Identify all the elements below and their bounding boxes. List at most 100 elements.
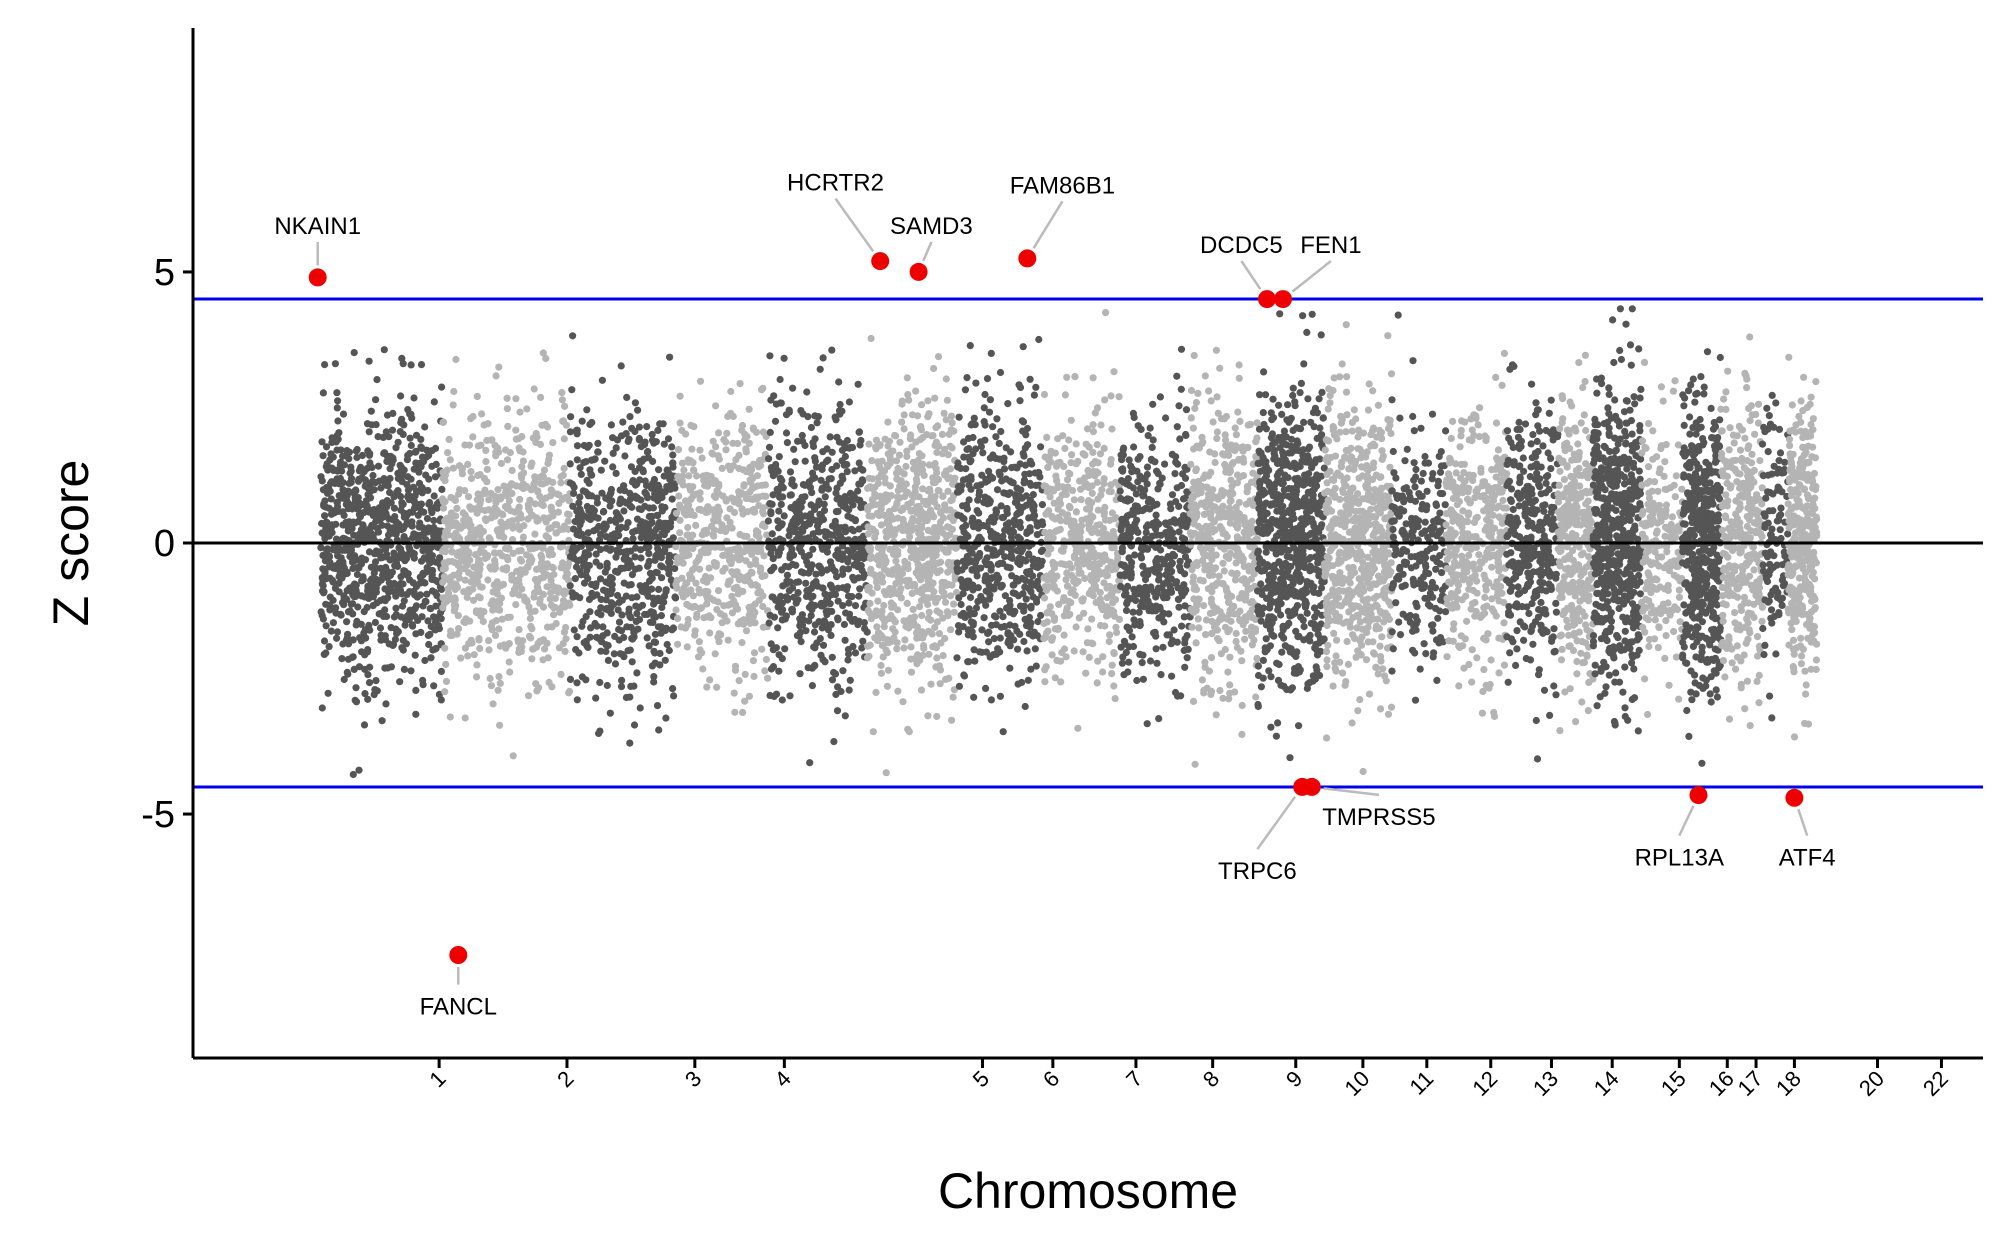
data-point xyxy=(832,525,840,534)
data-point xyxy=(1097,491,1105,499)
data-point xyxy=(404,486,412,494)
data-point xyxy=(1049,514,1057,522)
data-point xyxy=(832,551,840,559)
data-point xyxy=(449,464,457,472)
data-point xyxy=(794,589,802,597)
data-point xyxy=(807,423,816,432)
data-point xyxy=(756,568,765,576)
data-point xyxy=(407,410,415,418)
data-point xyxy=(1096,450,1105,458)
data-point xyxy=(1089,460,1097,468)
data-point xyxy=(1085,505,1094,514)
data-point xyxy=(652,438,660,446)
data-point xyxy=(1072,548,1081,556)
data-point xyxy=(1110,368,1118,376)
data-point xyxy=(560,435,568,443)
data-point xyxy=(907,668,916,676)
data-point xyxy=(936,666,945,674)
data-point xyxy=(487,489,495,497)
data-point xyxy=(683,600,691,609)
data-point xyxy=(515,645,523,653)
data-point xyxy=(713,683,721,691)
data-point xyxy=(392,592,400,600)
data-point xyxy=(698,649,706,657)
data-point xyxy=(1072,508,1080,516)
data-point xyxy=(410,394,418,402)
data-point xyxy=(318,477,326,485)
data-point xyxy=(845,686,853,694)
data-point xyxy=(658,603,666,612)
data-point xyxy=(1089,374,1097,382)
data-point xyxy=(519,480,527,488)
data-point xyxy=(367,563,375,571)
data-point xyxy=(426,604,434,613)
data-point xyxy=(461,714,469,722)
data-point xyxy=(804,413,812,421)
data-point xyxy=(731,708,739,716)
data-point xyxy=(1016,507,1025,515)
data-point xyxy=(1003,543,1011,551)
data-point xyxy=(400,597,408,605)
data-point xyxy=(995,468,1003,476)
data-point xyxy=(438,383,446,391)
data-point xyxy=(916,603,924,611)
data-point xyxy=(892,557,900,565)
data-point xyxy=(1030,514,1038,522)
data-point xyxy=(544,534,553,542)
data-point xyxy=(821,493,829,501)
data-point xyxy=(1026,623,1034,631)
data-point xyxy=(482,516,490,525)
data-point xyxy=(532,429,540,438)
data-point xyxy=(603,560,611,568)
data-point xyxy=(318,438,326,446)
data-point xyxy=(496,679,504,688)
data-point xyxy=(351,552,359,560)
data-point xyxy=(836,400,844,409)
data-point xyxy=(800,553,809,561)
data-point xyxy=(509,752,517,760)
data-point xyxy=(865,544,873,552)
data-point xyxy=(475,636,483,644)
data-point xyxy=(851,602,860,610)
data-point xyxy=(362,479,370,487)
data-point xyxy=(485,646,493,654)
data-point xyxy=(1029,491,1037,499)
data-point xyxy=(637,546,645,554)
data-point xyxy=(927,680,935,688)
data-point xyxy=(389,409,397,417)
data-point xyxy=(746,606,754,614)
data-point xyxy=(561,587,569,595)
data-point xyxy=(918,611,926,620)
data-point xyxy=(706,676,714,684)
data-point xyxy=(894,687,902,695)
data-point xyxy=(1021,470,1029,478)
data-point xyxy=(1027,481,1035,489)
data-point xyxy=(369,511,377,519)
data-point xyxy=(550,570,558,579)
data-point xyxy=(820,506,829,514)
data-point xyxy=(839,667,847,675)
data-point xyxy=(587,510,595,518)
data-point xyxy=(319,582,327,590)
data-point xyxy=(410,504,419,512)
data-point xyxy=(993,415,1001,423)
data-point xyxy=(993,486,1002,494)
data-point xyxy=(703,594,711,603)
data-point xyxy=(720,612,728,620)
data-point xyxy=(995,455,1004,463)
data-point xyxy=(1002,521,1011,529)
data-point xyxy=(437,696,445,704)
data-point xyxy=(942,548,950,556)
data-point xyxy=(730,545,738,554)
data-point xyxy=(955,594,963,602)
data-point xyxy=(939,652,947,660)
data-point xyxy=(806,759,814,767)
data-point xyxy=(627,614,635,622)
data-point xyxy=(966,593,975,602)
data-point xyxy=(982,684,990,693)
data-point xyxy=(768,566,776,574)
data-point xyxy=(947,497,955,505)
data-point xyxy=(878,607,886,615)
data-point xyxy=(378,717,386,725)
data-point xyxy=(338,655,346,663)
